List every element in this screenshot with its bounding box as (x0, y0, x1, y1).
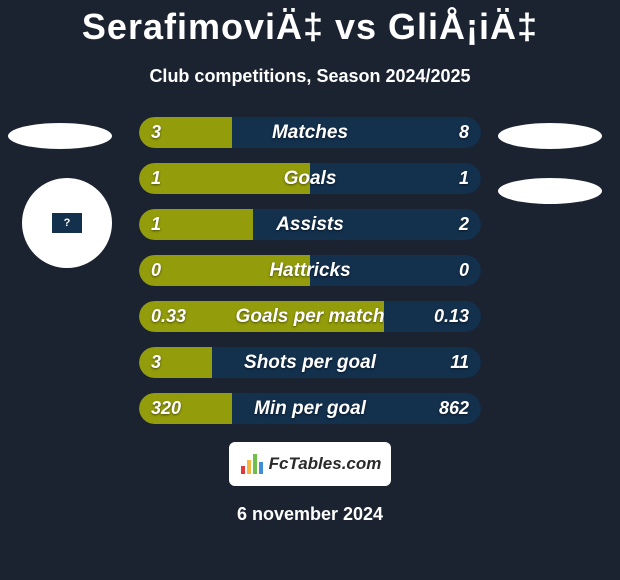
stat-value-right: 0 (459, 260, 481, 281)
logo-text: FcTables.com (269, 454, 382, 474)
stat-value-right: 1 (459, 168, 481, 189)
stat-value-left: 1 (139, 168, 161, 189)
decor-circle: ? (20, 176, 114, 270)
stat-value-left: 3 (139, 352, 161, 373)
subtitle: Club competitions, Season 2024/2025 (0, 66, 620, 87)
stat-value-left: 0.33 (139, 306, 186, 327)
stat-label: Goals (284, 168, 337, 190)
stat-label: Assists (276, 214, 344, 236)
decor-ellipse-left (8, 123, 112, 149)
stat-value-left: 0 (139, 260, 161, 281)
stat-row: 0.33 Goals per match 0.13 (139, 301, 481, 332)
stat-label: Shots per goal (244, 352, 376, 374)
stat-row: 1 Assists 2 (139, 209, 481, 240)
stat-label: Goals per match (236, 306, 385, 328)
stat-value-right: 0.13 (434, 306, 481, 327)
stat-bar-right (232, 117, 481, 148)
stat-value-right: 2 (459, 214, 481, 235)
page-title: SerafimoviÄ‡ vs GliÅ¡iÄ‡ (0, 0, 620, 48)
decor-circle-inner: ? (52, 213, 82, 233)
fctables-bars-icon (239, 452, 267, 476)
stat-row: 0 Hattricks 0 (139, 255, 481, 286)
date-text: 6 november 2024 (0, 504, 620, 525)
stat-row: 3 Shots per goal 11 (139, 347, 481, 378)
stat-value-left: 1 (139, 214, 161, 235)
stat-row: 1 Goals 1 (139, 163, 481, 194)
stat-label: Hattricks (269, 260, 350, 282)
stat-label: Matches (272, 122, 348, 144)
stat-row: 3 Matches 8 (139, 117, 481, 148)
decor-ellipse-right (498, 123, 602, 149)
stat-row: 320 Min per goal 862 (139, 393, 481, 424)
decor-ellipse-right-2 (498, 178, 602, 204)
stat-value-right: 862 (439, 398, 481, 419)
stat-value-right: 8 (459, 122, 481, 143)
stats-container: 3Matches81Goals11Assists20Hattricks00.33… (139, 117, 481, 424)
stat-value-right: 11 (450, 352, 481, 373)
stat-value-left: 320 (139, 398, 181, 419)
comparison-infographic: SerafimoviÄ‡ vs GliÅ¡iÄ‡ Club competitio… (0, 0, 620, 580)
stat-label: Min per goal (254, 398, 366, 420)
stat-value-left: 3 (139, 122, 161, 143)
logo-box: FcTables.com (229, 442, 391, 486)
